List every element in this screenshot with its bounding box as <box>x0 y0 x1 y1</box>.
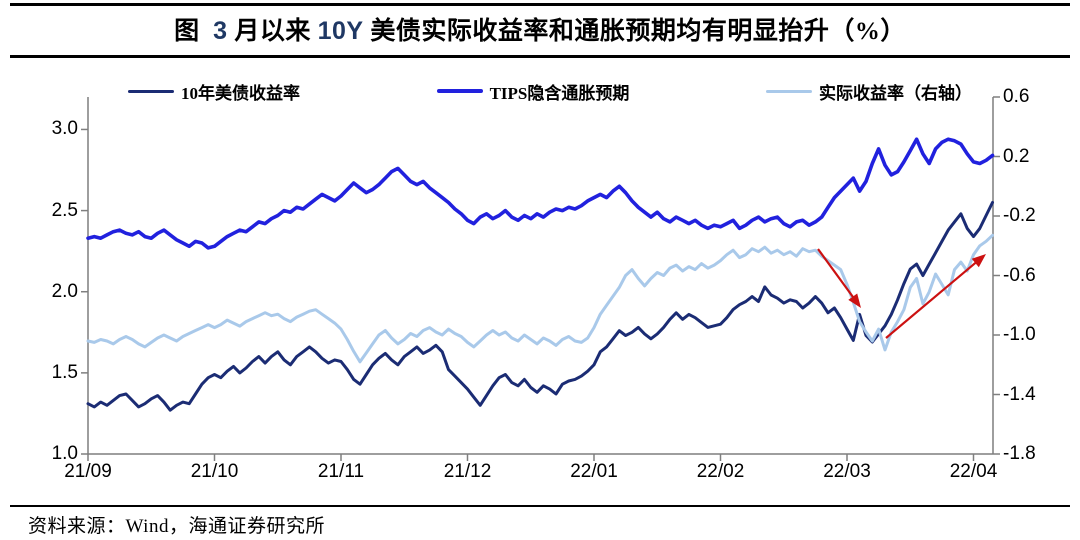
source-note: 资料来源：Wind，海通证券研究所 <box>28 516 325 537</box>
right-axis-label: -0.2 <box>1003 205 1036 226</box>
right-axis-label: 0.6 <box>1003 86 1030 107</box>
x-axis-label: 21/10 <box>190 461 239 482</box>
annotation-arrow-line <box>885 260 979 339</box>
right-axis-label: -1.0 <box>1003 324 1036 345</box>
footer-rule <box>10 505 1070 508</box>
series-line-1 <box>86 137 995 250</box>
x-axis-label: 22/02 <box>696 461 745 482</box>
title-text: 月以来 <box>227 18 318 45</box>
title-bottom-rule <box>10 55 1070 58</box>
legend-line-swatch <box>128 89 174 93</box>
series-line-2 <box>86 233 994 364</box>
x-axis-label: 21/11 <box>317 461 365 482</box>
title-text: 图 <box>174 18 214 45</box>
x-axis-label: 22/04 <box>949 461 998 482</box>
chart-legend: 10年美债收益率 TIPS隐含通胀预期 实际收益率（右轴） <box>128 79 972 103</box>
left-axis-label: 3.0 <box>51 118 78 140</box>
right-axis-label: 0.2 <box>1003 145 1030 167</box>
series-line-0 <box>86 201 994 412</box>
x-axis-label: 22/03 <box>823 461 871 482</box>
legend-line-swatch <box>436 89 483 93</box>
left-axis-label: 1.0 <box>51 443 78 464</box>
legend-label: 实际收益率（右轴） <box>818 83 972 103</box>
left-axis-label: 2.0 <box>51 280 78 302</box>
legend-label: TIPS隐含通胀预期 <box>489 83 630 103</box>
left-axis-label: 2.5 <box>51 199 78 221</box>
title-number: 3 <box>213 17 228 45</box>
title-number: 10Y <box>317 17 364 45</box>
right-axis-label: -1.4 <box>1003 383 1036 405</box>
legend-item-real-yield: 实际收益率（右轴） <box>765 79 972 104</box>
legend-item-10y-treasury-yield: 10年美债收益率 <box>128 79 300 104</box>
right-axis-label: -1.8 <box>1003 443 1036 464</box>
annotation-arrow-head <box>971 254 986 268</box>
legend-item-tips-breakeven: TIPS隐含通胀预期 <box>436 79 630 104</box>
x-axis-label: 22/01 <box>570 461 618 482</box>
title-top-rule <box>10 3 1070 6</box>
left-axis-label: 1.5 <box>51 361 78 383</box>
x-axis-label: 21/09 <box>64 461 112 482</box>
x-axis-label: 21/12 <box>443 461 492 482</box>
legend-line-swatch <box>765 89 812 93</box>
legend-label: 10年美债收益率 <box>181 83 300 103</box>
right-axis-label: -0.6 <box>1003 264 1036 286</box>
annotation-arrow-head <box>848 293 861 308</box>
title-text: 美债实际收益率和通胀预期均有明显抬升（%） <box>363 18 906 45</box>
figure-title: 图 3 月以来 10Y 美债实际收益率和通胀预期均有明显抬升（%） <box>0 11 1080 47</box>
annotation-arrow-line <box>817 248 856 300</box>
